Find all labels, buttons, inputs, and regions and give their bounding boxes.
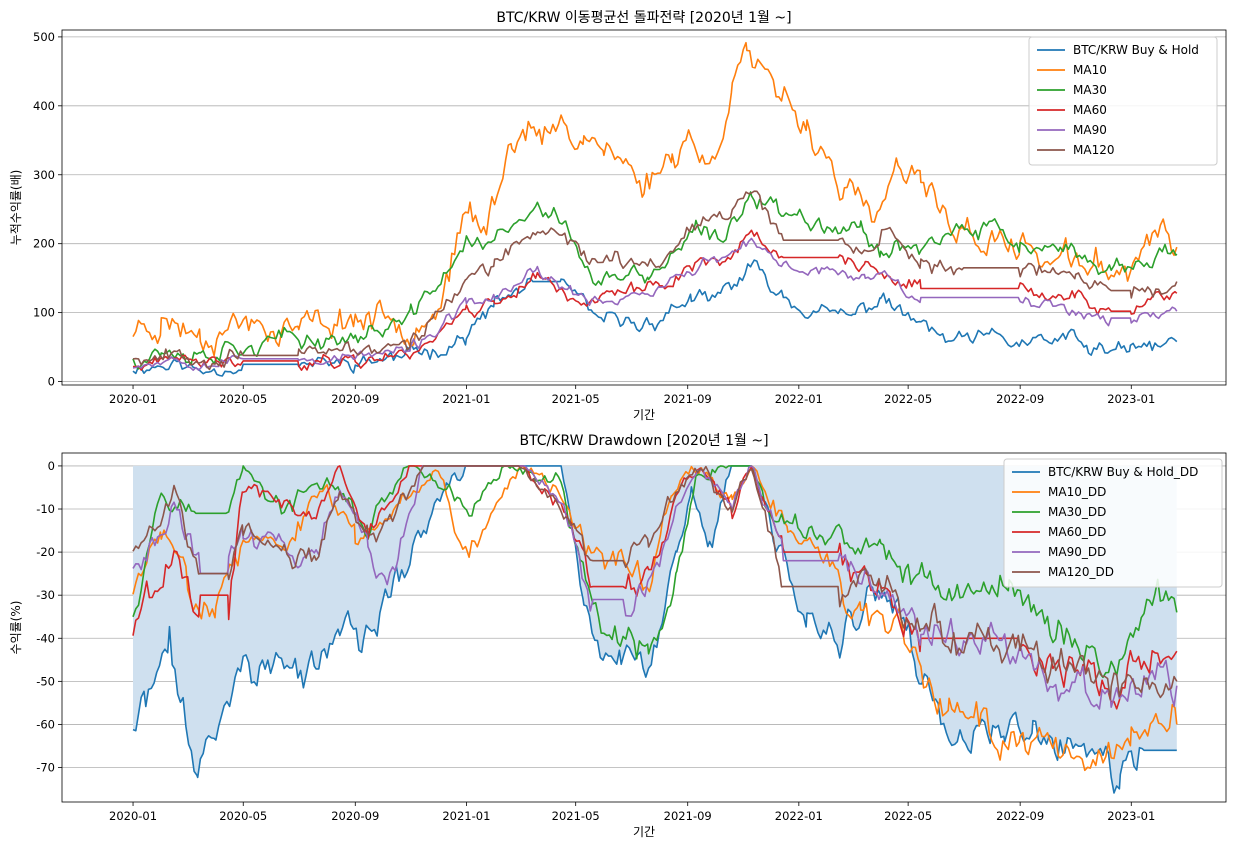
legend-label-ma10-dd: MA10_DD: [1048, 485, 1106, 499]
y-tick-label: -60: [36, 717, 55, 731]
x-tick-label: 2021-05: [552, 809, 600, 823]
x-tick-label: 2021-09: [664, 809, 712, 823]
y-tick-label: 0: [48, 375, 55, 389]
legend-label-ma120: MA120: [1073, 143, 1114, 157]
legend-box: [1028, 36, 1218, 166]
legend: BTC/KRW Buy & Hold MA10 MA30 MA60 MA90 MA120: [1028, 36, 1218, 166]
legend-label-ma90-dd: MA90_DD: [1048, 545, 1106, 559]
x-tick-label: 2020-05: [219, 392, 267, 406]
legend-label-ma30-dd: MA30_DD: [1048, 505, 1106, 519]
y-tick-label: -40: [36, 631, 55, 645]
series-line-ma30: [132, 191, 1178, 370]
plot-frame: [61, 452, 1227, 803]
series-line-btc-krw-buy-hold: [132, 259, 1178, 377]
x-tick-label: 2021-01: [442, 809, 490, 823]
x-tick-label: 2022-05: [884, 392, 932, 406]
drawdown-chart: 0 -10 -20 -30 -40 -50 -60 -70 2020-01 2020-05 2020…: [9, 433, 1227, 839]
legend-label-ma30: MA30: [1073, 83, 1107, 97]
y-tick-label: -50: [36, 674, 55, 688]
x-axis-label: 기간: [633, 825, 655, 839]
x-tick-label: 2021-05: [552, 392, 600, 406]
legend: BTC/KRW Buy & Hold_DD MA10_DD MA30_DD MA60_…: [1003, 458, 1223, 588]
x-tick-label: 2020-09: [331, 809, 379, 823]
series-line-ma90: [132, 237, 1178, 371]
x-axis-label: 기간: [633, 408, 655, 422]
y-tick-label: 300: [33, 168, 55, 182]
legend-label-ma60-dd: MA60_DD: [1048, 525, 1106, 539]
y-tick-label: 200: [33, 237, 55, 251]
x-tick-label: 2023-01: [1107, 809, 1155, 823]
x-tick-label: 2021-01: [442, 392, 490, 406]
x-tick-label: 2020-05: [219, 809, 267, 823]
legend-label-btc-krw-buy-hold: BTC/KRW Buy & Hold: [1073, 43, 1199, 57]
x-tick-label: 2020-01: [109, 809, 157, 823]
legend-label-ma90: MA90: [1073, 123, 1107, 137]
series-line-ma30-dd: [132, 465, 1178, 679]
series-line-ma60: [132, 229, 1178, 371]
series-line-ma120: [132, 190, 1178, 371]
drawdown-fill-area: [133, 465, 1177, 793]
series-line-ma10-dd: [132, 465, 1178, 772]
y-tick-label: 0: [48, 459, 55, 473]
y-axis-label: 누적수익률(배): [9, 170, 23, 246]
x-tick-label: 2022-09: [996, 809, 1044, 823]
y-tick-label: -30: [36, 588, 55, 602]
x-tick-label: 2020-01: [109, 392, 157, 406]
x-tick-label: 2020-09: [331, 392, 379, 406]
y-axis-label: 수익률(%): [9, 601, 23, 655]
chart-title: BTC/KRW Drawdown [2020년 1월 ~]: [519, 433, 768, 449]
x-tick-label: 2022-01: [775, 392, 823, 406]
plot-frame: [61, 29, 1227, 386]
series-line-ma60-dd: [132, 465, 1178, 710]
y-tick-label: -70: [36, 761, 55, 775]
legend-label-btc-krw-buy-hold-dd: BTC/KRW Buy & Hold_DD: [1048, 465, 1198, 479]
x-tick-label: 2022-01: [775, 809, 823, 823]
y-tick-label: 400: [33, 99, 55, 113]
chart-title: BTC/KRW 이동평균선 돌파전략 [2020년 1월 ~]: [496, 10, 791, 26]
legend-label-ma60: MA60: [1073, 103, 1107, 117]
y-tick-label: 500: [33, 30, 55, 44]
y-tick-label: -20: [36, 545, 55, 559]
cumulative-return-chart: 0 100 200 300 400 500 2020-01 2020-05 2020-09 202…: [9, 10, 1227, 422]
legend-label-ma120-dd: MA120_DD: [1048, 565, 1114, 579]
y-tick-label: 100: [33, 306, 55, 320]
series-line-btc-krw-buy-hold-dd: [132, 465, 1177, 794]
series-line-ma120-dd: [132, 465, 1178, 701]
legend-box: [1003, 458, 1223, 588]
legend-label-ma10: MA10: [1073, 63, 1107, 77]
series-line-ma10: [132, 41, 1178, 357]
x-tick-label: 2022-05: [884, 809, 932, 823]
x-tick-label: 2021-09: [664, 392, 712, 406]
y-tick-label: -10: [36, 502, 55, 516]
x-tick-label: 2022-09: [996, 392, 1044, 406]
x-tick-label: 2023-01: [1107, 392, 1155, 406]
